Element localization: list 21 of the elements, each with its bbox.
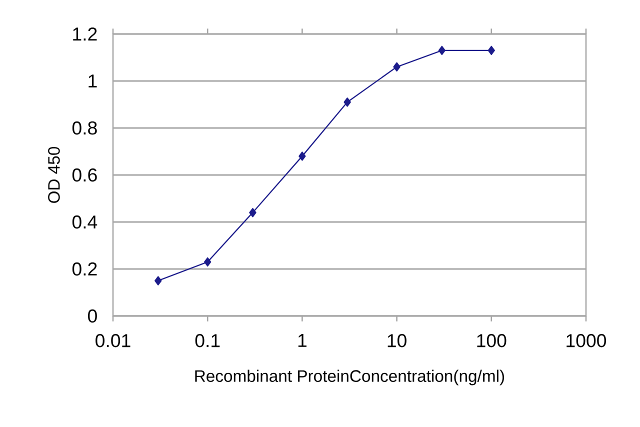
y-tick-label: 0.2 xyxy=(72,262,97,276)
x-tick-label: 0.01 xyxy=(96,334,130,348)
y-tick-label: 0 xyxy=(88,309,97,323)
x-tick-label: 10 xyxy=(388,334,406,348)
y-tick-label: 0.6 xyxy=(72,168,97,182)
point xyxy=(344,98,351,107)
point xyxy=(393,62,400,72)
point xyxy=(249,208,256,218)
x-tick-label: 1000 xyxy=(566,334,606,348)
x-axis-title: Recombinant ProteinConcentration(ng/ml) xyxy=(195,370,504,386)
x-tick-label: 1 xyxy=(298,334,306,347)
point xyxy=(488,46,495,56)
y-axis-title: OD 450 xyxy=(48,146,60,203)
y-tick-label: 0.4 xyxy=(72,215,98,229)
x-tick-label: 0.1 xyxy=(195,334,220,348)
point xyxy=(154,276,162,286)
x-tick-label: 100 xyxy=(477,334,506,348)
point xyxy=(298,152,306,161)
y-tick-label: 1.2 xyxy=(73,27,97,41)
y-tick-label: 0.8 xyxy=(72,121,97,135)
y-tick-label: 1 xyxy=(88,74,97,88)
